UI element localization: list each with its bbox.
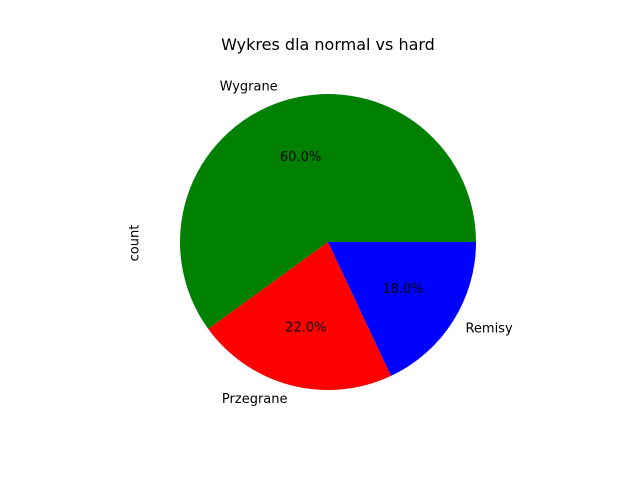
category-label-wygrane: Wygrane bbox=[220, 80, 278, 95]
percent-label-wygrane: 60.0% bbox=[280, 150, 321, 165]
category-label-remisy: Remisy bbox=[465, 322, 512, 337]
pie-slice-remisy bbox=[328, 242, 476, 376]
percent-label-remisy: 18.0% bbox=[382, 282, 423, 297]
category-label-przegrane: Przegrane bbox=[222, 392, 288, 407]
pie-slice-wygrane bbox=[180, 93, 476, 329]
pie-labels: Wygrane 60.0% Przegrane 22.0% Remisy 18.0% bbox=[220, 80, 513, 408]
chart-title: Wykres dla normal vs hard bbox=[221, 35, 435, 54]
pie-slice-przegrane bbox=[208, 242, 392, 390]
percent-label-przegrane: 22.0% bbox=[285, 321, 326, 336]
y-axis-label: count bbox=[128, 225, 143, 262]
pie-slices bbox=[180, 93, 476, 390]
